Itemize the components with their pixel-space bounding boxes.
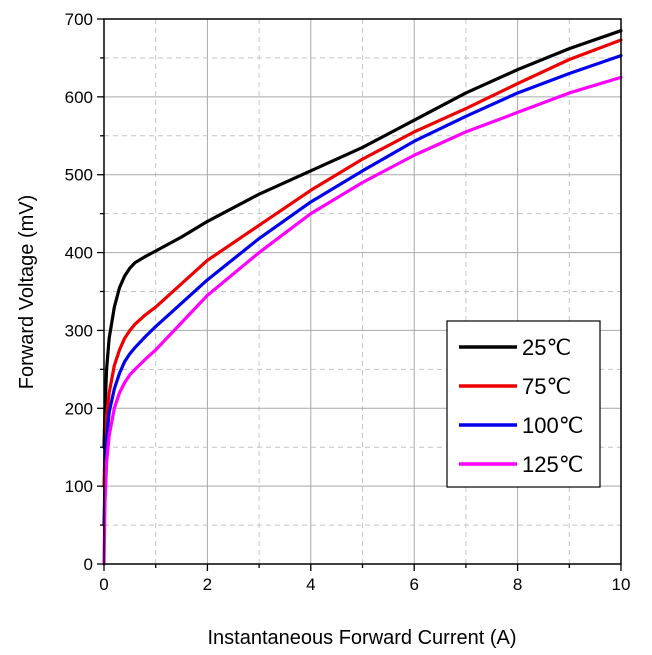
legend-label: 75℃ — [522, 374, 571, 399]
series-line-0 — [102, 29, 623, 449]
y-axis-title: Forward Voltage (mV) — [16, 195, 38, 390]
x-tick-label: 0 — [99, 575, 108, 594]
y-tick-label: 700 — [65, 10, 93, 29]
grid — [104, 19, 621, 564]
x-tick-label: 8 — [513, 575, 522, 594]
x-tick-label: 10 — [612, 575, 631, 594]
series-line-1 — [102, 38, 623, 488]
y-tick-label: 600 — [65, 88, 93, 107]
y-tick-label: 100 — [65, 477, 93, 496]
x-axis-title: Instantaneous Forward Current (A) — [207, 627, 516, 649]
y-tick-label: 500 — [65, 166, 93, 185]
x-tick-label: 6 — [409, 575, 418, 594]
legend-label: 100℃ — [522, 413, 583, 438]
legend-label: 125℃ — [522, 452, 583, 477]
legend: 25℃ 75℃ 100℃ 125℃ — [446, 320, 601, 488]
y-tick-label: 0 — [84, 555, 93, 574]
y-tick-label: 200 — [65, 399, 93, 418]
y-tick-label: 300 — [65, 321, 93, 340]
series-line-2 — [102, 53, 623, 527]
y-tick-label: 400 — [65, 244, 93, 263]
x-tick-label: 4 — [306, 575, 315, 594]
legend-label: 25℃ — [522, 335, 571, 360]
x-tick-label: 2 — [203, 575, 212, 594]
series-lines — [102, 29, 623, 566]
series-line-3 — [102, 75, 623, 566]
